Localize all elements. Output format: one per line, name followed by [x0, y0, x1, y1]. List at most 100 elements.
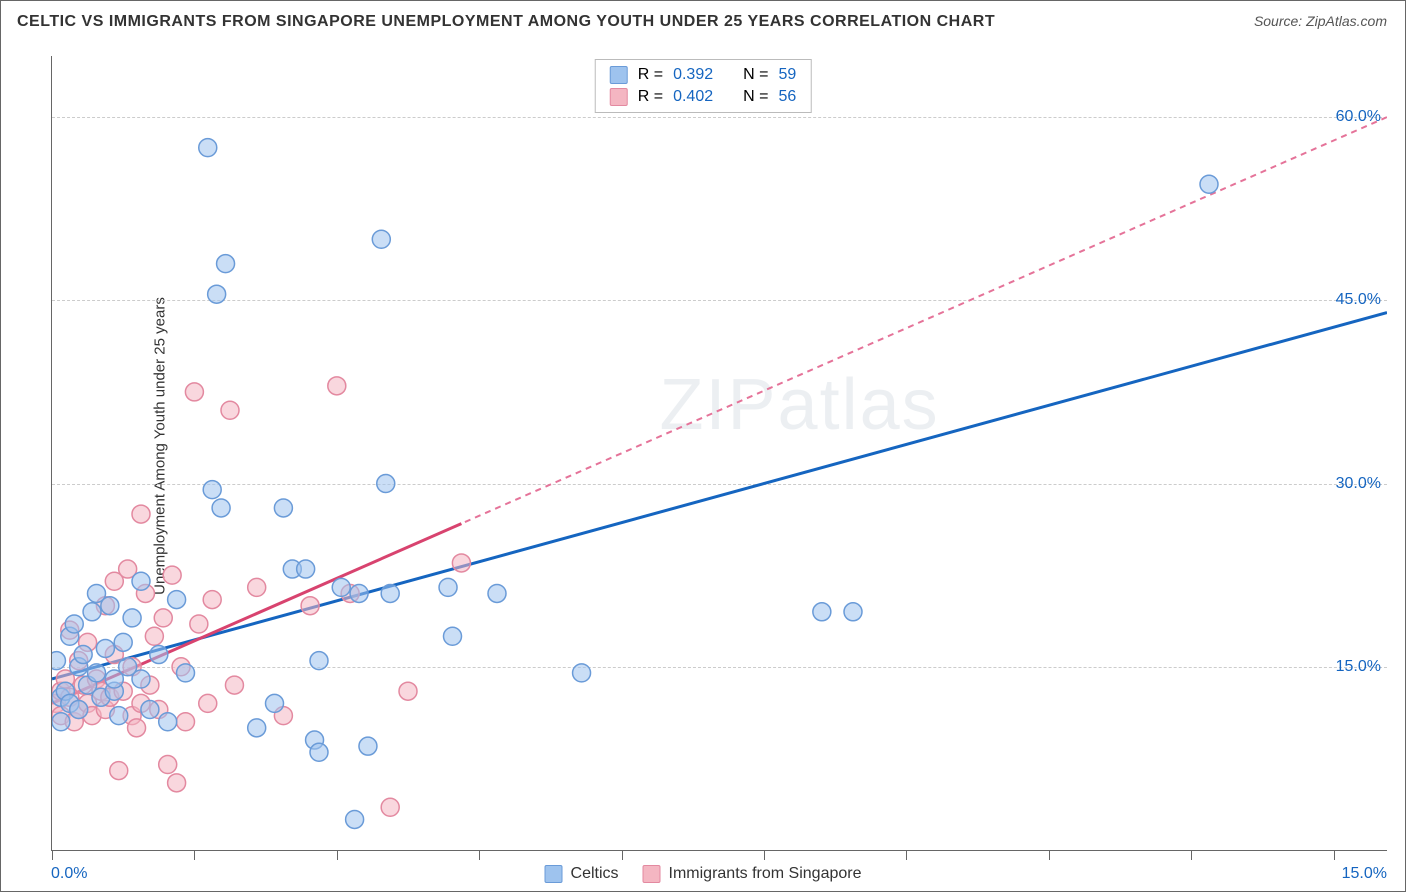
point-celtics — [274, 499, 292, 517]
point-celtics — [177, 664, 195, 682]
legend-swatch-celtics-bottom — [545, 865, 563, 883]
point-singapore — [452, 554, 470, 572]
x-tick — [906, 850, 907, 860]
chart-title: CELTIC VS IMMIGRANTS FROM SINGAPORE UNEM… — [17, 13, 995, 31]
point-celtics — [123, 609, 141, 627]
point-celtics — [83, 603, 101, 621]
point-celtics — [488, 584, 506, 602]
trendline-celtics — [52, 313, 1387, 679]
chart-container: CELTIC VS IMMIGRANTS FROM SINGAPORE UNEM… — [0, 0, 1406, 892]
point-singapore — [177, 713, 195, 731]
point-celtics — [844, 603, 862, 621]
point-celtics — [88, 664, 106, 682]
point-celtics — [141, 701, 159, 719]
point-celtics — [813, 603, 831, 621]
legend-n-value-celtics: 59 — [778, 66, 796, 84]
point-singapore — [154, 609, 172, 627]
point-celtics — [359, 737, 377, 755]
point-singapore — [381, 798, 399, 816]
legend-item-singapore: Immigrants from Singapore — [643, 865, 862, 883]
point-celtics — [70, 701, 88, 719]
point-celtics — [74, 646, 92, 664]
point-celtics — [150, 646, 168, 664]
point-celtics — [377, 475, 395, 493]
x-axis-max-label: 15.0% — [1342, 865, 1387, 883]
x-tick — [52, 850, 53, 860]
legend-row-singapore: R = 0.402 N = 56 — [610, 88, 797, 106]
point-singapore — [110, 762, 128, 780]
point-singapore — [301, 597, 319, 615]
legend-r-value-singapore: 0.402 — [673, 88, 713, 106]
point-singapore — [199, 694, 217, 712]
scatter-svg — [52, 56, 1387, 850]
point-celtics — [332, 578, 350, 596]
legend-swatch-celtics — [610, 66, 628, 84]
x-tick — [622, 850, 623, 860]
point-celtics — [381, 584, 399, 602]
x-tick — [1049, 850, 1050, 860]
point-singapore — [328, 377, 346, 395]
point-celtics — [266, 694, 284, 712]
x-tick — [337, 850, 338, 860]
point-celtics — [350, 584, 368, 602]
point-celtics — [52, 713, 70, 731]
legend-label-singapore: Immigrants from Singapore — [669, 865, 862, 883]
point-singapore — [248, 578, 266, 596]
correlation-legend: R = 0.392 N = 59 R = 0.402 N = 56 — [595, 59, 812, 113]
point-celtics — [199, 139, 217, 157]
point-celtics — [444, 627, 462, 645]
point-singapore — [128, 719, 146, 737]
series-legend: Celtics Immigrants from Singapore — [545, 865, 862, 883]
point-celtics — [132, 572, 150, 590]
point-singapore — [185, 383, 203, 401]
point-celtics — [217, 255, 235, 273]
point-celtics — [96, 639, 114, 657]
point-celtics — [573, 664, 591, 682]
legend-r-value-celtics: 0.392 — [673, 66, 713, 84]
point-singapore — [163, 566, 181, 584]
point-celtics — [101, 597, 119, 615]
legend-item-celtics: Celtics — [545, 865, 619, 883]
legend-n-value-singapore: 56 — [778, 88, 796, 106]
point-celtics — [310, 652, 328, 670]
legend-swatch-singapore-bottom — [643, 865, 661, 883]
point-celtics — [439, 578, 457, 596]
point-singapore — [203, 591, 221, 609]
point-singapore — [132, 505, 150, 523]
point-singapore — [225, 676, 243, 694]
point-celtics — [132, 670, 150, 688]
point-singapore — [159, 755, 177, 773]
point-celtics — [52, 652, 65, 670]
point-celtics — [310, 743, 328, 761]
legend-n-label: N = — [743, 66, 768, 84]
point-celtics — [208, 285, 226, 303]
legend-swatch-singapore — [610, 88, 628, 106]
point-celtics — [110, 707, 128, 725]
plot-area: ZIPatlas 15.0%30.0%45.0%60.0% — [51, 56, 1387, 851]
legend-n-label: N = — [743, 88, 768, 106]
point-singapore — [168, 774, 186, 792]
point-celtics — [346, 810, 364, 828]
x-tick — [1334, 850, 1335, 860]
point-celtics — [168, 591, 186, 609]
point-singapore — [399, 682, 417, 700]
legend-label-celtics: Celtics — [571, 865, 619, 883]
point-celtics — [297, 560, 315, 578]
point-celtics — [372, 230, 390, 248]
x-tick — [479, 850, 480, 860]
point-celtics — [114, 633, 132, 651]
point-celtics — [65, 615, 83, 633]
point-singapore — [221, 401, 239, 419]
point-singapore — [190, 615, 208, 633]
legend-r-label: R = — [638, 66, 663, 84]
legend-row-celtics: R = 0.392 N = 59 — [610, 66, 797, 84]
legend-r-label: R = — [638, 88, 663, 106]
source-attribution: Source: ZipAtlas.com — [1254, 13, 1387, 29]
x-tick — [764, 850, 765, 860]
x-tick — [1191, 850, 1192, 860]
x-axis-min-label: 0.0% — [51, 865, 87, 883]
point-singapore — [145, 627, 163, 645]
point-celtics — [212, 499, 230, 517]
point-celtics — [159, 713, 177, 731]
point-celtics — [1200, 175, 1218, 193]
